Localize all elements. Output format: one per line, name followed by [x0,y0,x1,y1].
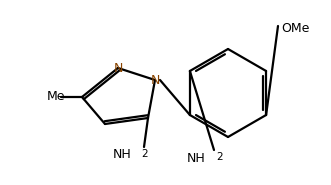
Text: 2: 2 [216,152,223,162]
Text: Me: Me [47,90,66,103]
Text: NH: NH [187,152,206,164]
Text: NH: NH [113,149,132,162]
Text: 2: 2 [141,149,148,159]
Text: OMe: OMe [281,21,309,34]
Text: N: N [113,61,123,75]
Text: N: N [150,73,160,87]
